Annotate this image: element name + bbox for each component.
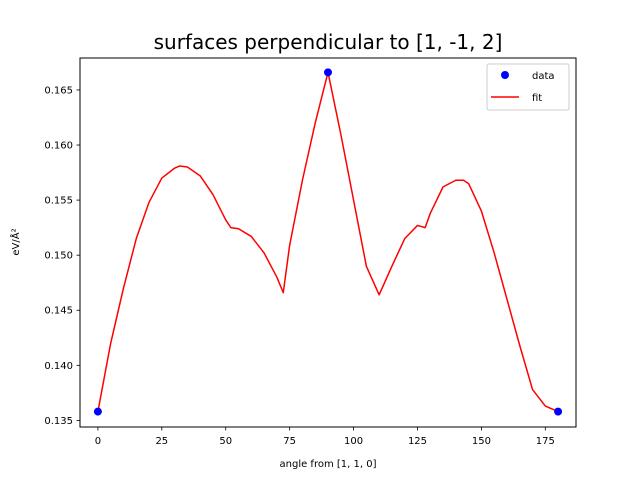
y-tick-label: 0.135: [44, 416, 73, 427]
legend-label-fit: fit: [532, 93, 542, 104]
x-tick-label: 125: [408, 436, 427, 447]
data-point: [324, 68, 332, 77]
x-tick-label: 75: [283, 436, 296, 447]
y-tick-label: 0.160: [44, 141, 73, 152]
chart-title: surfaces perpendicular to [1, -1, 2]: [154, 30, 503, 54]
data-point: [554, 407, 563, 416]
x-tick-label: 150: [472, 436, 491, 447]
plot-frame: [79, 57, 577, 428]
data-point: [93, 407, 102, 416]
y-tick-label: 0.145: [44, 306, 73, 317]
legend-box: [486, 63, 570, 111]
y-tick-label: 0.165: [44, 85, 73, 96]
x-tick-label: 0: [95, 436, 101, 447]
legend: data fit: [486, 63, 570, 111]
x-axis-title: angle from [1, 1, 0]: [280, 459, 377, 470]
x-tick-label: 100: [344, 436, 363, 447]
x-tick-label: 25: [155, 436, 168, 447]
ticks-layer: 0 25 50 75 100 125 150 175 0.135 0.140 0.145 0.150 0…: [44, 85, 555, 447]
x-tick-label: 50: [219, 436, 232, 447]
plot-layer: [93, 68, 563, 416]
y-tick-label: 0.155: [44, 196, 73, 207]
y-tick-label: 0.140: [44, 361, 73, 372]
x-tick-label: 175: [536, 436, 555, 447]
fit-line: [97, 71, 559, 413]
y-tick-label: 0.150: [44, 251, 73, 262]
legend-data-marker: [501, 71, 509, 79]
y-axis-title: eV/Å²: [9, 228, 22, 255]
legend-label-data: data: [532, 71, 555, 82]
